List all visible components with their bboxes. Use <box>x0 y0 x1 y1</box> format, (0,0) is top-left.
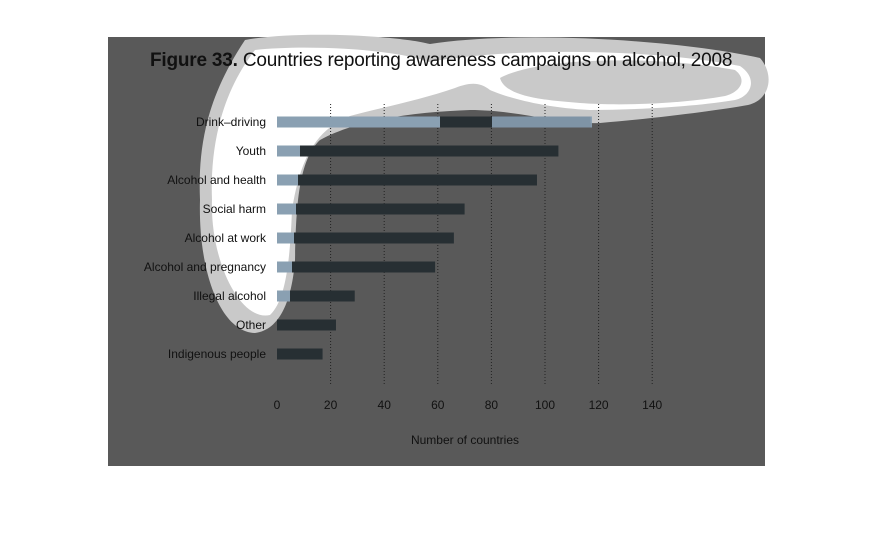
category-label: Alcohol at work <box>185 231 267 245</box>
bar-highlight <box>277 203 296 215</box>
bar <box>277 145 559 157</box>
x-tick-label: 40 <box>378 398 392 412</box>
bar-highlight <box>277 261 292 273</box>
bar <box>277 174 537 186</box>
bar-highlight <box>277 174 298 186</box>
overlay-blob-inner <box>211 47 751 316</box>
category-label: Youth <box>236 144 266 158</box>
chart-title: Figure 33. Countries reporting awareness… <box>150 50 732 72</box>
overlay-blob-hole <box>500 60 742 105</box>
x-tick-label: 20 <box>324 398 338 412</box>
bar-highlight <box>277 145 300 157</box>
x-tick-label: 120 <box>589 398 609 412</box>
bars <box>277 116 592 360</box>
bar-highlight <box>277 232 294 244</box>
bar <box>277 290 355 302</box>
category-label: Drink–driving <box>196 115 266 129</box>
figure-title-text: Countries reporting awareness campaigns … <box>242 50 733 71</box>
bar <box>277 232 454 244</box>
x-axis-label: Number of countries <box>410 433 520 447</box>
x-tick-label: 140 <box>642 398 662 412</box>
category-label: Alcohol and health <box>167 173 266 187</box>
category-labels: Drink–driving Youth Alcohol and health Soci… <box>144 115 267 361</box>
x-tick-label: 0 <box>274 398 281 412</box>
bar <box>277 203 465 215</box>
bar-highlight <box>320 116 440 128</box>
category-label: Other <box>236 318 266 332</box>
category-label: Social harm <box>203 202 266 216</box>
bar <box>277 319 336 331</box>
category-label: Indigenous people <box>168 347 266 361</box>
category-label: Alcohol and pregnancy <box>144 260 266 274</box>
x-tick-label: 60 <box>431 398 445 412</box>
x-tick-labels: 0 20 40 60 80 100 120 140 <box>274 398 663 412</box>
x-tick-label: 80 <box>485 398 499 412</box>
bar-highlight <box>277 116 320 128</box>
figure-number: Figure 33. <box>150 50 238 71</box>
bar-highlight <box>277 290 290 302</box>
bar <box>277 348 323 360</box>
x-tick-label: 100 <box>535 398 555 412</box>
category-label: Illegal alcohol <box>193 289 266 303</box>
bar-highlight <box>492 116 592 128</box>
bar <box>277 261 436 273</box>
